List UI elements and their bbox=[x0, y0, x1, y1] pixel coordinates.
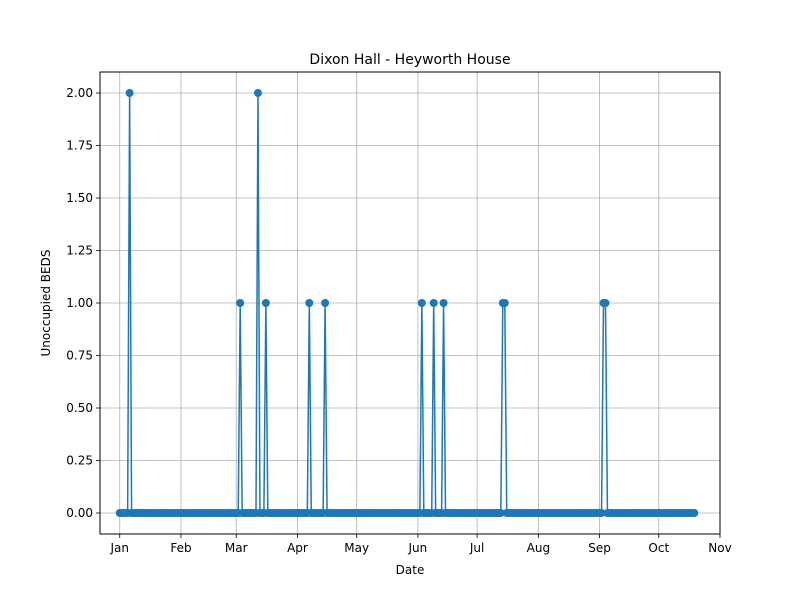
data-point bbox=[429, 299, 438, 307]
y-tick-label: 0.25 bbox=[66, 454, 93, 468]
x-tick-label: May bbox=[344, 541, 369, 555]
data-point bbox=[439, 299, 448, 307]
data-point bbox=[305, 299, 314, 307]
data-point bbox=[236, 299, 245, 307]
y-tick-label: 0.50 bbox=[66, 401, 93, 415]
y-tick-label: 2.00 bbox=[66, 86, 93, 100]
y-tick-label: 1.25 bbox=[66, 244, 93, 258]
data-point bbox=[417, 299, 426, 307]
x-tick-label: Jun bbox=[408, 541, 428, 555]
x-tick-label: Sep bbox=[588, 541, 611, 555]
data-point bbox=[500, 299, 509, 307]
data-point bbox=[496, 509, 505, 517]
chart-title: Dixon Hall - Heyworth House bbox=[309, 52, 510, 68]
x-tick-label: Mar bbox=[225, 541, 248, 555]
x-tick-label: Nov bbox=[708, 541, 731, 555]
x-tick-label: Apr bbox=[287, 541, 308, 555]
x-tick-label: Feb bbox=[170, 541, 191, 555]
x-axis-label: Date bbox=[396, 563, 425, 577]
x-tick-label: Jan bbox=[109, 541, 129, 555]
x-axis: Jan Feb Mar Apr May Jun Jul Aug Sep Oct Nov bbox=[109, 534, 732, 555]
data-point bbox=[597, 509, 606, 517]
y-axis-label: Unoccupied BEDS bbox=[39, 250, 53, 357]
x-tick-label: Oct bbox=[648, 541, 669, 555]
grid bbox=[100, 72, 721, 534]
data-point bbox=[601, 299, 610, 307]
x-tick-label: Aug bbox=[527, 541, 550, 555]
x-tick-label: Jul bbox=[469, 541, 484, 555]
y-tick-label: 0.75 bbox=[66, 349, 93, 363]
y-axis: 0.00 0.25 0.50 0.75 1.00 1.25 1.50 1.75 2.00 bbox=[66, 86, 100, 520]
data-point bbox=[253, 89, 262, 97]
y-tick-label: 1.75 bbox=[66, 139, 93, 153]
y-tick-label: 0.00 bbox=[66, 506, 93, 520]
y-tick-label: 1.50 bbox=[66, 191, 93, 205]
data-point bbox=[690, 509, 699, 517]
y-tick-label: 1.00 bbox=[66, 296, 93, 310]
data-point bbox=[321, 299, 330, 307]
series-unoccupied-beds bbox=[115, 89, 699, 517]
data-point bbox=[125, 89, 134, 97]
data-point bbox=[261, 299, 270, 307]
